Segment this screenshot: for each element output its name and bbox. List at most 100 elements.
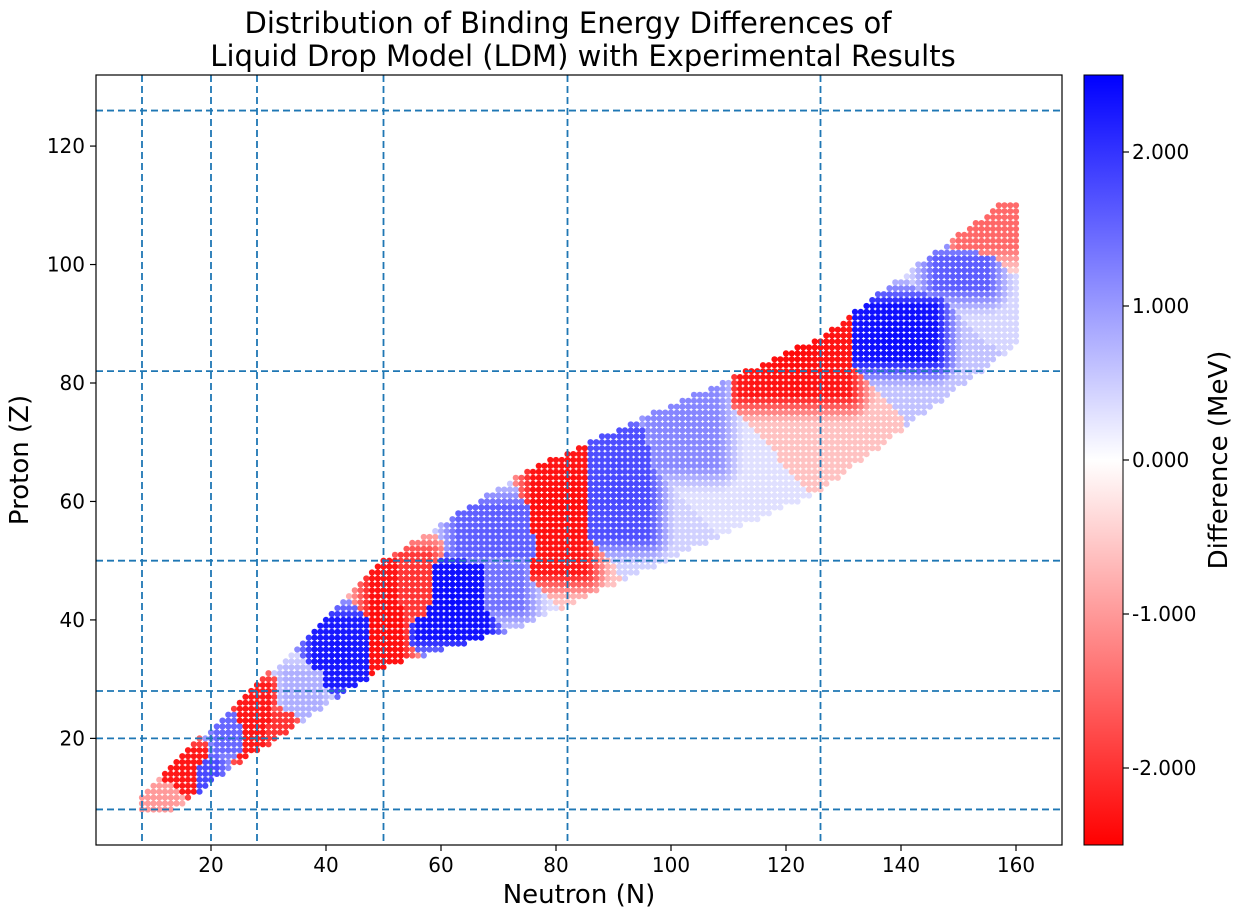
nucleus-point [414,652,422,659]
nucleus-point [765,504,772,511]
nucleus-point [570,551,577,558]
nucleus-point [713,498,721,505]
nucleus-point [892,332,899,339]
nucleus-point [679,522,686,529]
nucleus-point [685,498,692,505]
nucleus-point [616,504,623,511]
nucleus-point [771,439,778,446]
nucleus-point [575,563,583,570]
nucleus-point [759,433,767,440]
nucleus-point [1001,291,1008,298]
nucleus-point [524,539,531,547]
nucleus-point [972,350,979,357]
nucleus-point [294,658,301,665]
nucleus-point [805,374,813,381]
nucleus-point [610,581,617,588]
nucleus-point [840,462,847,469]
nucleus-point [621,427,629,434]
nucleus-point [777,379,784,387]
nucleus-point [610,516,617,523]
nucleus-point [483,587,491,594]
nucleus-point [765,498,772,505]
nucleus-point [190,764,197,772]
nucleus-point [846,421,853,428]
nucleus-point [472,581,479,588]
nucleus-point [541,557,548,564]
nucleus-point [541,474,548,481]
nucleus-point [391,640,399,647]
nucleus-point [449,545,456,552]
nucleus-point [759,468,767,475]
nucleus-point [719,391,726,398]
nucleus-point [765,462,772,469]
nucleus-point [731,374,738,381]
nucleus-point [1001,344,1008,351]
nucleus-point [558,575,565,582]
nucleus-point [351,664,358,671]
nucleus-point [690,533,698,541]
nucleus-point [765,486,772,493]
nucleus-point [432,563,439,570]
nucleus-point [719,456,726,464]
nucleus-point [432,545,439,552]
nucleus-point [920,356,928,363]
nucleus-point [386,652,393,659]
colorbar-tick-label: -1.000 [1132,602,1196,626]
nucleus-point [472,575,479,582]
nucleus-point [788,439,795,446]
nucleus-point [1007,214,1014,221]
nucleus-point [794,445,801,452]
nucleus-point [909,302,916,310]
nucleus-point [742,427,749,434]
nucleus-point [460,545,468,552]
nucleus-point [736,397,744,404]
nucleus-point [478,610,485,618]
nucleus-point [1001,237,1008,244]
nucleus-point [483,545,491,552]
nucleus-point [409,557,416,564]
nucleus-point [851,421,859,428]
nucleus-point [357,676,364,683]
nucleus-point [547,498,554,505]
nucleus-point [903,314,910,321]
nucleus-point [156,800,163,807]
nucleus-point [920,308,928,315]
nucleus-point [506,587,514,594]
nucleus-point [403,551,410,558]
nucleus-point [581,456,588,464]
nucleus-point [811,415,818,422]
nucleus-point [432,581,439,588]
nucleus-point [702,504,709,511]
nucleus-point [368,575,376,582]
nucleus-point [725,379,732,387]
nucleus-point [915,362,922,369]
nucleus-point [857,397,864,404]
nucleus-point [949,237,956,244]
nucleus-point [581,445,588,452]
nucleus-point [225,723,232,730]
nucleus-point [512,575,519,582]
nucleus-point [903,415,910,422]
nucleus-point [489,563,496,570]
nucleus-point [633,468,640,475]
nucleus-point [892,297,899,304]
nucleus-point [863,350,870,357]
nucleus-point [736,516,744,523]
nucleus-point [345,616,353,624]
nucleus-point [754,427,761,434]
nucleus-point [892,344,899,351]
nucleus-point [736,504,744,511]
nucleus-point [627,486,634,493]
nucleus-point [345,652,353,659]
nucleus-point [966,356,974,363]
nucleus-point [702,486,709,493]
nucleus-point [512,545,519,552]
nucleus-point [581,492,588,499]
nucleus-point [334,664,341,671]
nucleus-point [374,581,381,588]
nucleus-point [610,433,617,440]
nucleus-point [777,439,784,446]
nucleus-point [495,551,502,558]
nucleus-point [564,510,571,517]
nucleus-point [713,439,721,446]
